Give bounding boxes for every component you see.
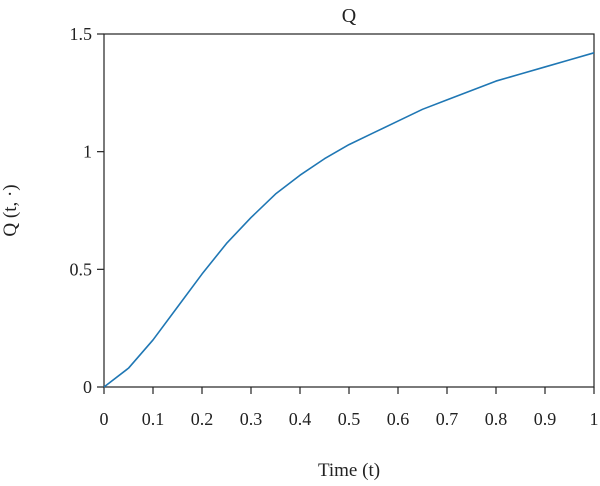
x-tick-label: 0.7 bbox=[436, 409, 459, 429]
y-tick-label: 1 bbox=[83, 142, 92, 162]
x-tick-label: 0.9 bbox=[534, 409, 557, 429]
chart-title: Q bbox=[342, 5, 357, 27]
y-axis-label: Q (t, ·) bbox=[0, 184, 21, 236]
y-tick-label: 0.5 bbox=[70, 259, 93, 279]
x-tick-label: 0.5 bbox=[338, 409, 361, 429]
x-axis-label: Time (t) bbox=[318, 460, 380, 481]
x-tick-label: 0.4 bbox=[289, 409, 312, 429]
x-tick-label: 0.3 bbox=[240, 409, 263, 429]
x-tick-label: 0.2 bbox=[191, 409, 214, 429]
x-tick-label: 0 bbox=[100, 409, 109, 429]
tick-group: 0 0.1 0.2 0.3 0.4 0.5 0.6 0.7 0.8 0.9 1 0 0.5 1 1.5 bbox=[70, 24, 599, 429]
series-line bbox=[103, 52, 595, 388]
x-tick-label: 0.8 bbox=[485, 409, 508, 429]
y-tick-label: 0 bbox=[83, 377, 92, 397]
series-group bbox=[103, 52, 595, 388]
x-tick-label: 0.1 bbox=[142, 409, 165, 429]
x-tick-label: 0.6 bbox=[387, 409, 410, 429]
plot-frame bbox=[103, 33, 595, 388]
x-tick-label: 1 bbox=[590, 409, 599, 429]
y-tick-label: 1.5 bbox=[70, 24, 93, 44]
